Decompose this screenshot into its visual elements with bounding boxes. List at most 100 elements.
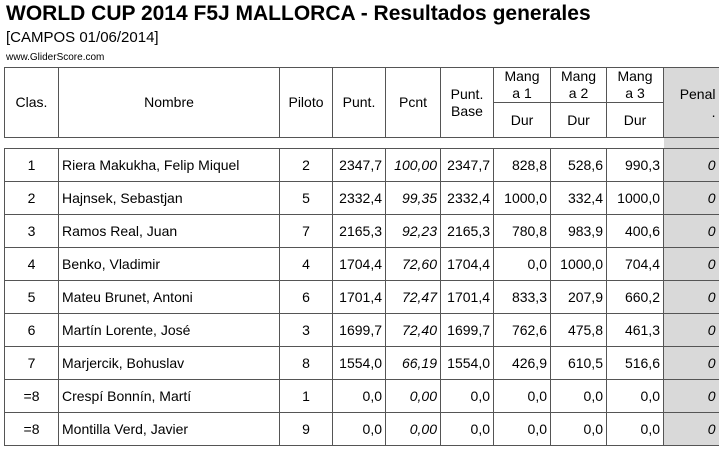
- cell-pcnt: 0,00: [385, 379, 441, 413]
- cell-base: 1699,7: [440, 313, 494, 347]
- table-row: =8 Montilla Verd, Javier 9 0,0 0,00 0,0 0,0 0,0…: [4, 412, 719, 446]
- cell-clas: 6: [4, 313, 59, 347]
- table-row: =8 Crespí Bonnín, Martí 1 0,0 0,00 0,0 0,0 0,0 0…: [4, 379, 719, 413]
- cell-m1: 833,3: [493, 280, 551, 314]
- cell-nombre: Hajnsek, Sebastjan: [58, 181, 280, 215]
- cell-piloto: 5: [279, 181, 333, 215]
- cell-penal: 0: [663, 313, 719, 347]
- cell-m1: 780,8: [493, 214, 551, 248]
- table-row: 6 Martín Lorente, José 3 1699,7 72,40 1699,7 7…: [4, 313, 719, 347]
- cell-m3: 0,0: [606, 379, 664, 413]
- col-header-manga2-line2: a 2: [568, 85, 589, 101]
- col-header-manga2: Mang a 2: [550, 67, 607, 103]
- col-header-pcnt: Pcnt: [385, 67, 441, 138]
- cell-clas: =8: [4, 379, 59, 413]
- cell-piloto: 8: [279, 346, 333, 380]
- header-row: Clas. Nombre Piloto Punt. Pcnt Punt. Bas…: [4, 67, 719, 138]
- cell-m2: 475,8: [550, 313, 607, 347]
- cell-penal: 0: [663, 214, 719, 248]
- cell-nombre: Ramos Real, Juan: [58, 214, 280, 248]
- col-header-manga1: Mang a 1: [493, 67, 551, 103]
- cell-punt: 2332,4: [332, 181, 386, 215]
- cell-punt: 1699,7: [332, 313, 386, 347]
- cell-punt: 1704,4: [332, 247, 386, 281]
- col-header-penal-line2: .: [711, 104, 716, 120]
- cell-m2: 207,9: [550, 280, 607, 314]
- cell-nombre: Martín Lorente, José: [58, 313, 280, 347]
- cell-m2: 1000,0: [550, 247, 607, 281]
- col-header-manga1-line2: a 1: [512, 85, 532, 101]
- cell-piloto: 1: [279, 379, 333, 413]
- cell-piloto: 4: [279, 247, 333, 281]
- cell-m1: 0,0: [493, 412, 551, 446]
- cell-m3: 461,3: [606, 313, 664, 347]
- col-header-penal: Penal .: [663, 67, 719, 138]
- cell-nombre: Benko, Vladimir: [58, 247, 280, 281]
- cell-punt: 1701,4: [332, 280, 386, 314]
- cell-penal: 0: [663, 148, 719, 182]
- cell-base: 2347,7: [440, 148, 494, 182]
- col-header-manga3-line1: Mang: [617, 68, 653, 85]
- cell-clas: 7: [4, 346, 59, 380]
- cell-nombre: Riera Makukha, Felip Miquel: [58, 148, 280, 182]
- cell-penal: 0: [663, 412, 719, 446]
- table-row: 2 Hajnsek, Sebastjan 5 2332,4 99,35 2332,4 100…: [4, 181, 719, 215]
- cell-m3: 990,3: [606, 148, 664, 182]
- cell-m2: 0,0: [550, 412, 607, 446]
- cell-piloto: 2: [279, 148, 333, 182]
- cell-m3: 660,2: [606, 280, 664, 314]
- col-header-nombre: Nombre: [58, 67, 280, 138]
- cell-base: 0,0: [440, 412, 494, 446]
- col-header-penal-line1: Penal: [679, 86, 716, 102]
- cell-pcnt: 0,00: [385, 412, 441, 446]
- cell-m2: 528,6: [550, 148, 607, 182]
- cell-punt: 2165,3: [332, 214, 386, 248]
- page-title: WORLD CUP 2014 F5J MALLORCA - Resultados…: [6, 2, 591, 25]
- cell-base: 2332,4: [440, 181, 494, 215]
- cell-clas: 5: [4, 280, 59, 314]
- cell-punt: 2347,7: [332, 148, 386, 182]
- col-header-punt-base: Punt. Base: [440, 67, 494, 138]
- cell-m3: 516,6: [606, 346, 664, 380]
- cell-penal: 0: [663, 280, 719, 314]
- spacer-row: [4, 137, 719, 149]
- cell-penal: 0: [663, 247, 719, 281]
- col-header-manga3-line2: a 3: [625, 85, 645, 101]
- header-subrow: Dur Dur Dur: [5, 102, 719, 138]
- cell-m1: 1000,0: [493, 181, 551, 215]
- cell-pcnt: 99,35: [385, 181, 441, 215]
- cell-nombre: Marjercik, Bohuslav: [58, 346, 280, 380]
- col-header-clas: Clas.: [4, 67, 59, 138]
- table-row: 5 Mateu Brunet, Antoni 6 1701,4 72,47 1701,4 8…: [4, 280, 719, 314]
- cell-nombre: Mateu Brunet, Antoni: [58, 280, 280, 314]
- col-header-dur-1: Dur: [493, 102, 551, 138]
- cell-m1: 762,6: [493, 313, 551, 347]
- cell-base: 0,0: [440, 379, 494, 413]
- cell-m3: 1000,0: [606, 181, 664, 215]
- table-row: 4 Benko, Vladimir 4 1704,4 72,60 1704,4 0,0 100…: [4, 247, 719, 281]
- cell-m2: 0,0: [550, 379, 607, 413]
- cell-clas: 1: [4, 148, 59, 182]
- table-row: 7 Marjercik, Bohuslav 8 1554,0 66,19 1554,0 42…: [4, 346, 719, 380]
- results-body: 1 Riera Makukha, Felip Miquel 2 2347,7 100,0…: [4, 137, 719, 446]
- cell-penal: 0: [663, 346, 719, 380]
- cell-penal: 0: [663, 181, 719, 215]
- cell-nombre: Montilla Verd, Javier: [58, 412, 280, 446]
- cell-pcnt: 72,60: [385, 247, 441, 281]
- cell-pcnt: 100,00: [385, 148, 441, 182]
- cell-piloto: 6: [279, 280, 333, 314]
- cell-piloto: 9: [279, 412, 333, 446]
- col-header-manga1-line1: Mang: [504, 68, 540, 85]
- cell-pcnt: 66,19: [385, 346, 441, 380]
- cell-clas: 2: [4, 181, 59, 215]
- col-header-punt-base-line2: Base: [451, 102, 483, 119]
- cell-piloto: 7: [279, 214, 333, 248]
- cell-punt: 0,0: [332, 412, 386, 446]
- cell-base: 2165,3: [440, 214, 494, 248]
- cell-pcnt: 72,40: [385, 313, 441, 347]
- cell-base: 1554,0: [440, 346, 494, 380]
- table-row: 1 Riera Makukha, Felip Miquel 2 2347,7 100,0…: [4, 148, 719, 182]
- cell-m1: 0,0: [493, 247, 551, 281]
- cell-m1: 0,0: [493, 379, 551, 413]
- results-table: Clas. Nombre Piloto Punt. Pcnt Punt. Bas…: [4, 67, 719, 446]
